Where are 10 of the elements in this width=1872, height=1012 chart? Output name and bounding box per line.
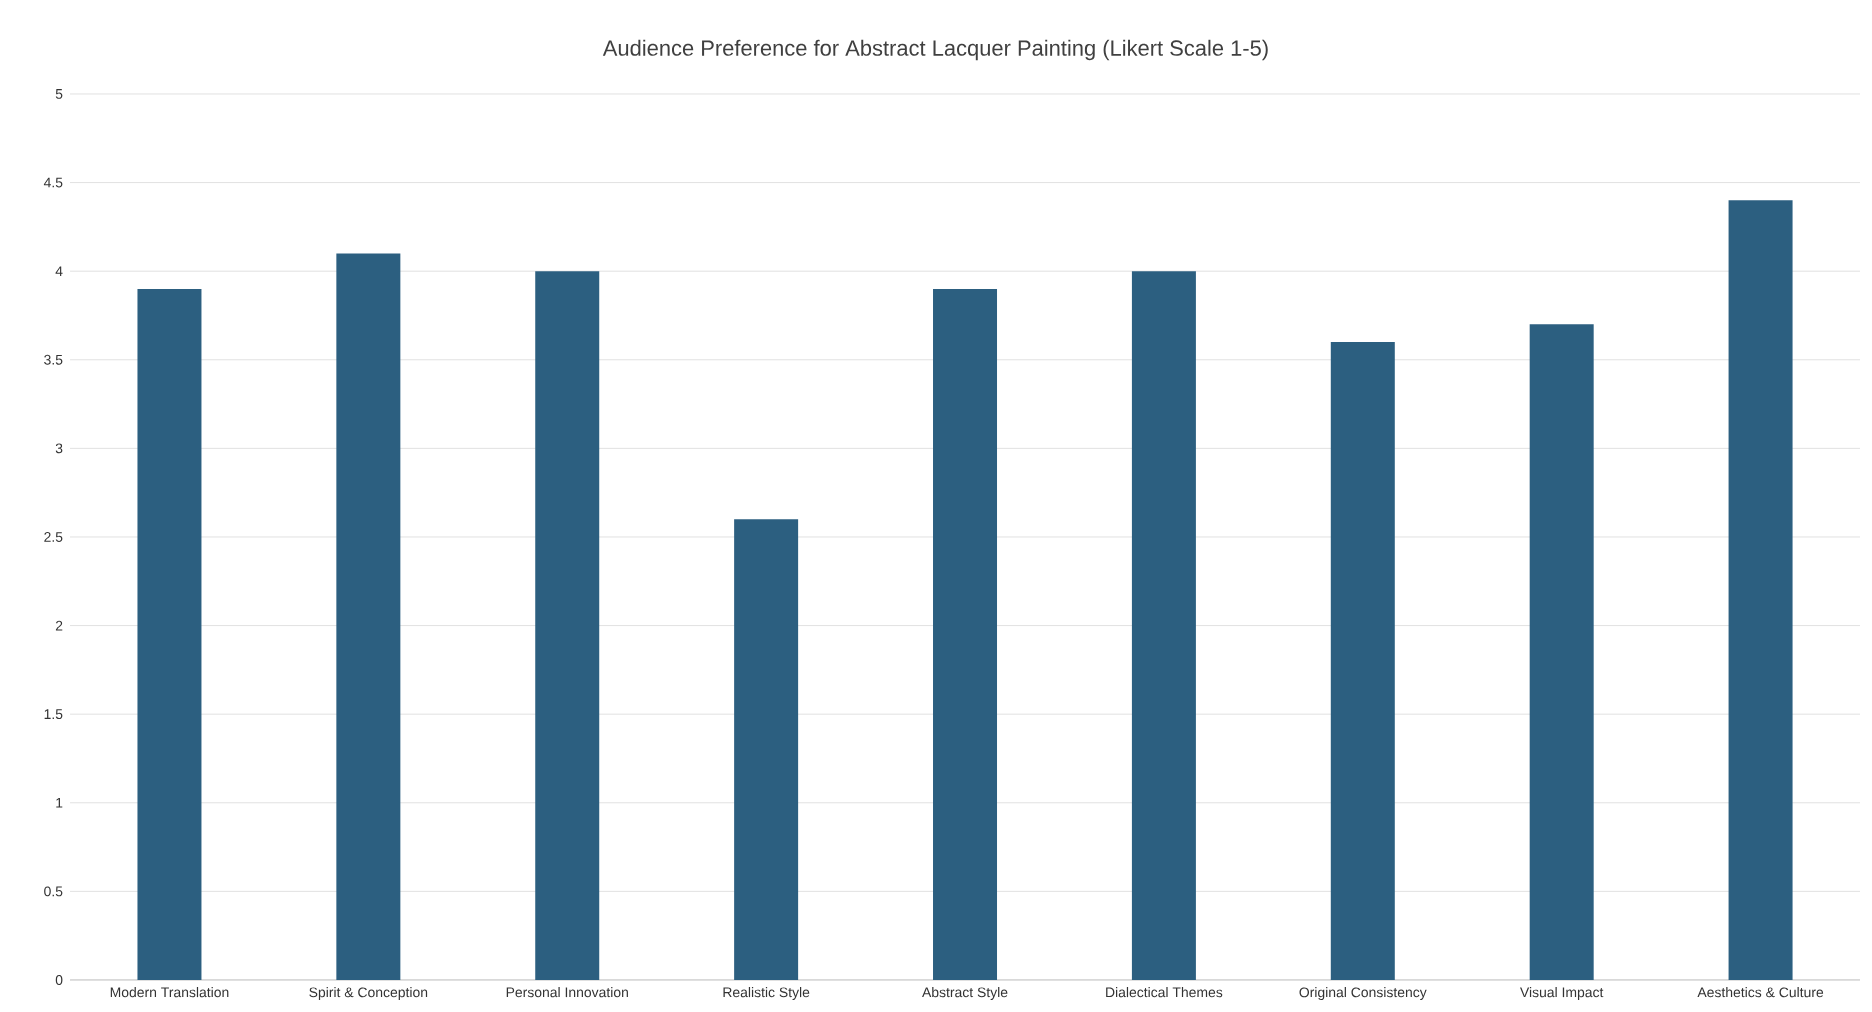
bar [1529,324,1594,980]
bar [336,253,401,980]
bar [137,288,202,980]
bar [933,288,998,980]
bar [1728,200,1793,980]
bar [1330,342,1395,980]
chart-title: Audience Preference for Abstract Lacquer Painting (Likert Scale 1-5) [602,39,1268,61]
bar [535,271,600,980]
bar [734,519,799,980]
bar [1131,271,1196,980]
